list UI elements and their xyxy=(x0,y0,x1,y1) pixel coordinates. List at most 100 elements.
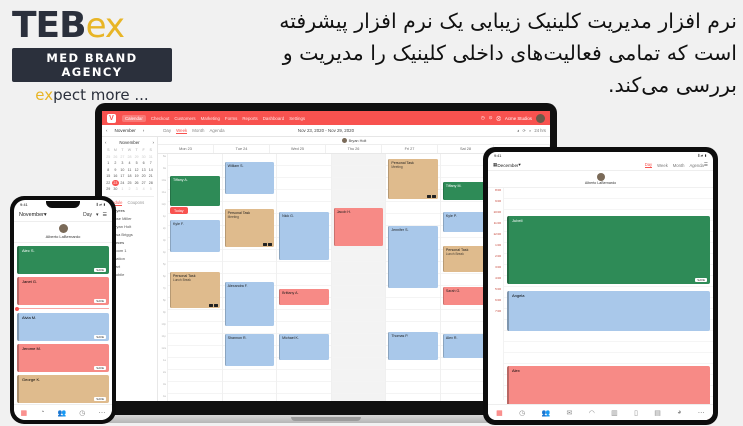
time-slot[interactable] xyxy=(331,190,386,202)
mini-cal-day[interactable]: 27 xyxy=(141,180,146,185)
calendar-event[interactable]: Jacob H. xyxy=(333,208,384,246)
tablet-event-area[interactable]: JubellSAVEAngelaAlexSAVEPersonal Task xyxy=(504,188,713,420)
avatar[interactable] xyxy=(536,113,545,123)
time-slot[interactable] xyxy=(168,334,222,346)
time-slot[interactable] xyxy=(168,322,222,334)
calendar-event[interactable]: Jennifer S. xyxy=(388,226,438,288)
time-slot[interactable] xyxy=(331,166,386,178)
phone-bottom-nav[interactable]: ▦ ◔ 👥 ◷ ⋯ xyxy=(14,404,112,420)
time-slot[interactable] xyxy=(222,250,277,262)
mini-cal-day[interactable]: 23 xyxy=(112,179,119,186)
lock-icon[interactable]: ▯ xyxy=(634,409,638,417)
time-slot[interactable] xyxy=(277,154,331,166)
mini-cal-day[interactable]: 5 xyxy=(149,187,152,191)
time-slot[interactable] xyxy=(331,250,386,262)
chart-icon[interactable]: ▥ xyxy=(611,409,618,417)
time-slot[interactable] xyxy=(277,190,331,202)
chevron-down-icon[interactable]: ▾ xyxy=(43,212,47,218)
phone-event[interactable]: Janet G. SAVE xyxy=(17,277,109,305)
mini-cal-day[interactable]: 6 xyxy=(142,161,145,165)
day-column[interactable]: Tiffany M. Kyle P. Personal Task Lunch Brea… xyxy=(440,154,496,401)
time-slot[interactable] xyxy=(277,298,331,310)
time-slot[interactable] xyxy=(277,394,331,401)
phone-event[interactable]: Jerome M. SAVE xyxy=(17,344,109,372)
calendar-event[interactable]: Michael K. xyxy=(279,334,329,360)
tablet-event[interactable]: Angela xyxy=(507,291,710,331)
time-slot[interactable] xyxy=(386,310,440,322)
app-nav-marketing[interactable]: Marketing xyxy=(200,115,220,121)
time-slot[interactable] xyxy=(277,274,331,286)
mini-cal-day[interactable]: 26 xyxy=(113,154,118,159)
mini-cal-day[interactable]: 2 xyxy=(114,161,117,165)
time-slot[interactable] xyxy=(440,226,495,238)
time-slot[interactable] xyxy=(168,382,222,394)
day-header[interactable]: Fri 27 xyxy=(382,145,438,153)
chevron-down-icon[interactable]: ▾ xyxy=(518,162,521,167)
mini-cal-day[interactable]: 11 xyxy=(127,167,132,172)
phone-month-label[interactable]: November xyxy=(19,212,44,218)
time-slot[interactable] xyxy=(331,382,386,394)
day-column[interactable]: Tiffany A. Kyle F. Personal Task Lunch Brea… xyxy=(168,154,223,401)
time-slot[interactable] xyxy=(331,358,386,370)
mini-cal-day[interactable]: 7 xyxy=(149,161,152,165)
time-slot[interactable] xyxy=(168,394,222,401)
tablet-view-tab-day[interactable]: Day xyxy=(644,162,653,168)
calendar-event[interactable]: Thomas P. xyxy=(388,332,438,360)
app-nav-settings[interactable]: Settings xyxy=(289,115,306,121)
app-logo-icon[interactable]: V xyxy=(107,113,116,123)
mini-cal-day[interactable]: 25 xyxy=(127,180,132,185)
mini-cal-day[interactable]: 3 xyxy=(135,187,138,191)
mini-cal-day[interactable]: 18 xyxy=(127,174,132,178)
today-button[interactable]: Today xyxy=(170,207,188,214)
time-slot[interactable] xyxy=(504,342,713,353)
mini-cal-day[interactable]: 13 xyxy=(141,167,146,172)
tablet-view-tab-week[interactable]: Week xyxy=(657,162,668,168)
app-nav-calendar[interactable]: Calendar xyxy=(122,114,146,122)
time-slot[interactable] xyxy=(386,202,440,214)
cards-icon[interactable]: ▤ xyxy=(654,409,661,417)
prev-month-button[interactable]: ‹ xyxy=(106,128,108,133)
mini-cal-day[interactable]: 29 xyxy=(106,187,111,191)
help-icon[interactable]: ⊙ xyxy=(488,115,493,120)
calendar-event[interactable]: Tiffany M. xyxy=(442,182,493,200)
time-slot[interactable] xyxy=(168,298,222,310)
account-name[interactable]: Acme Studios xyxy=(504,115,532,121)
time-slot[interactable] xyxy=(277,382,331,394)
time-slot[interactable] xyxy=(440,190,495,202)
time-slot[interactable] xyxy=(331,178,386,190)
chevron-down-icon[interactable]: ▾ xyxy=(96,212,99,218)
time-slot[interactable] xyxy=(386,190,440,202)
time-slot[interactable] xyxy=(386,298,440,310)
mini-cal-day[interactable]: 14 xyxy=(148,167,153,172)
time-slot[interactable] xyxy=(331,298,386,310)
time-slot[interactable] xyxy=(331,346,386,358)
mini-cal-day[interactable]: 29 xyxy=(134,154,139,159)
employee-item[interactable]: ○ Bryan Holt xyxy=(109,223,132,229)
time-slot[interactable] xyxy=(386,394,440,401)
mini-cal-day[interactable]: 19 xyxy=(134,174,139,178)
resource-item[interactable]: ○ Station xyxy=(109,255,125,261)
time-slot[interactable] xyxy=(222,370,277,382)
time-slot[interactable] xyxy=(440,322,495,334)
time-slot[interactable] xyxy=(504,199,713,210)
day-header[interactable]: Mon 23 xyxy=(158,145,214,153)
mini-cal-day[interactable]: 30 xyxy=(113,187,118,191)
time-slot[interactable] xyxy=(222,190,277,202)
time-slot[interactable] xyxy=(168,202,222,214)
mini-cal-day[interactable]: 5 xyxy=(135,161,138,165)
resource-item[interactable]: ○ Room 1 xyxy=(109,247,127,253)
sidebar-tab-coupons[interactable]: Coupons xyxy=(127,200,145,205)
tablet-view-tab-month[interactable]: Month xyxy=(672,162,685,168)
calendar-event[interactable]: Kyle F. xyxy=(170,220,220,252)
calendar-event[interactable]: Brittany A. xyxy=(279,289,329,305)
time-slot[interactable] xyxy=(277,310,331,322)
app-nav-customers[interactable]: Customers xyxy=(174,115,196,121)
mini-cal-day[interactable]: 16 xyxy=(113,174,118,178)
time-slot[interactable] xyxy=(277,322,331,334)
color-icon[interactable]: ◕ xyxy=(516,128,520,133)
mini-cal-day[interactable]: 25 xyxy=(106,154,111,159)
clock-icon[interactable]: ◷ xyxy=(480,115,485,120)
search-icon[interactable]: ⌕ xyxy=(529,128,532,133)
bell-icon[interactable]: ◠ xyxy=(588,409,595,417)
cart-icon[interactable]: ⛒ xyxy=(496,115,501,121)
